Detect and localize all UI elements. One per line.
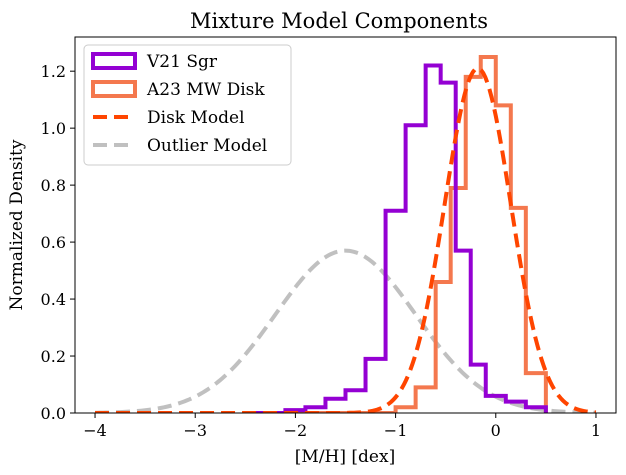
y-tick-label: 0.8 <box>41 176 66 195</box>
x-axis-label: [M/H] [dex] <box>295 447 395 467</box>
legend-swatch <box>91 52 137 70</box>
series-layer <box>95 54 597 413</box>
x-tick-label: −1 <box>384 421 408 440</box>
legend-label: Outlier Model <box>147 136 267 156</box>
legend-box <box>83 44 292 166</box>
y-tick-label: 0.6 <box>41 233 66 252</box>
y-tick-label: 0.0 <box>41 404 66 423</box>
x-tick-label: −2 <box>284 421 308 440</box>
x-tick-label: −3 <box>183 421 207 440</box>
x-tick-label: −4 <box>83 421 107 440</box>
legend: V21 Sgr A23 MW Disk Disk Model Outlier Mode… <box>83 44 292 166</box>
y-tick-label: 1.2 <box>41 62 66 81</box>
chart-title: Mixture Model Components <box>190 9 488 33</box>
legend-label: Disk Model <box>147 108 245 128</box>
series-disk-model <box>95 66 597 413</box>
y-tick-label: 0.4 <box>41 290 66 309</box>
legend-swatch <box>91 80 137 98</box>
x-tick-label: 1 <box>591 421 601 440</box>
axes-frame <box>74 36 617 414</box>
plot-area <box>74 36 617 414</box>
y-tick-label: 1.0 <box>41 119 66 138</box>
x-tick-label: 0 <box>491 421 501 440</box>
legend-label: A23 MW Disk <box>146 80 265 100</box>
series-a23-mw-disk <box>295 54 548 413</box>
y-axis-ticks: 0.0 0.2 0.4 0.6 0.8 1.0 1.2 <box>41 62 75 423</box>
y-axis-label: Normalized Density <box>7 139 27 310</box>
legend-label: V21 Sgr <box>146 52 218 72</box>
x-axis-ticks: −4 −3 −2 −1 0 1 <box>83 413 601 440</box>
series-v21-sgr <box>245 63 548 413</box>
y-tick-label: 0.2 <box>41 347 66 366</box>
